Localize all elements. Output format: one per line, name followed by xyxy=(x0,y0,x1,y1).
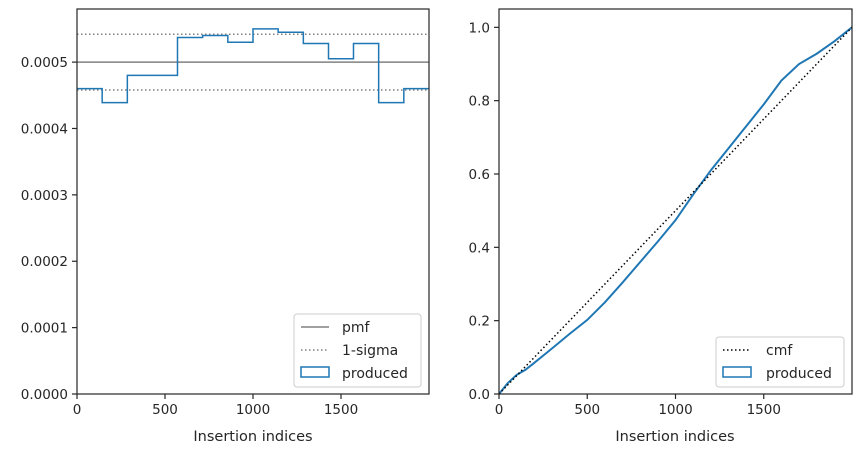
right-plot-marks xyxy=(498,26,853,395)
right-x-tick-label-0: 0 xyxy=(495,402,504,418)
produced-histogram-step xyxy=(77,28,429,104)
left-y-tick-label-1: 0.0001 xyxy=(21,321,68,337)
left-legend-box xyxy=(293,313,422,388)
right-plot-frame xyxy=(498,8,853,395)
left-legend: pmf 1-sigma produced xyxy=(293,313,422,388)
legend-sigma-label: 1-sigma xyxy=(342,343,398,359)
left-x-tick-label-1: 500 xyxy=(152,402,178,418)
right-y-tick-label-0: 0.0 xyxy=(469,387,490,403)
left-plot-marks xyxy=(77,28,429,104)
left-x-tick-label-0: 0 xyxy=(73,402,82,418)
right-y-tick-label-3: 0.6 xyxy=(469,167,490,183)
legend-pmf-label: pmf xyxy=(342,320,371,336)
right-legend: cmf produced xyxy=(715,336,845,388)
legend-produced-patch xyxy=(722,366,752,378)
produced-line xyxy=(498,26,853,395)
left-y-tick-label-4: 0.0004 xyxy=(21,121,68,137)
right-y-tick-label-4: 0.8 xyxy=(469,94,490,110)
left-axis-ticks: 0 500 1000 1500 0.0000 0.0001 0.0002 0.0003 0.00… xyxy=(21,55,358,418)
right-x-axis-label: Insertion indices xyxy=(615,429,734,445)
cmf-line xyxy=(498,26,853,395)
right-x-tick-label-3: 1500 xyxy=(747,402,781,418)
right-y-tick-label-2: 0.4 xyxy=(469,240,490,256)
left-y-tick-label-2: 0.0002 xyxy=(21,254,68,270)
legend-produced-label: produced xyxy=(766,366,832,382)
legend-cmf-label: cmf xyxy=(766,343,793,359)
pmf-histogram-chart: 0 500 1000 1500 0.0000 0.0001 0.0002 0.0003 0.00… xyxy=(21,8,430,445)
left-x-axis-label: Insertion indices xyxy=(193,429,312,445)
left-y-tick-label-5: 0.0005 xyxy=(21,55,68,71)
right-y-tick-label-1: 0.2 xyxy=(469,314,490,330)
left-y-tick-label-3: 0.0003 xyxy=(21,188,68,204)
right-y-tick-label-5: 1.0 xyxy=(469,20,490,36)
cmf-line-chart: 0 500 1000 1500 0.0 0.2 0.4 0.6 0.8 1.0 Insertion… xyxy=(469,8,853,445)
left-x-tick-label-2: 1000 xyxy=(236,402,270,418)
right-x-tick-label-2: 1000 xyxy=(658,402,692,418)
left-y-tick-label-0: 0.0000 xyxy=(21,387,68,403)
left-x-tick-label-3: 1500 xyxy=(324,402,358,418)
right-x-tick-label-1: 500 xyxy=(574,402,600,418)
right-axis-ticks: 0 500 1000 1500 0.0 0.2 0.4 0.6 0.8 1.0 xyxy=(469,20,781,418)
legend-produced-label: produced xyxy=(342,366,408,382)
legend-produced-patch xyxy=(300,366,330,378)
